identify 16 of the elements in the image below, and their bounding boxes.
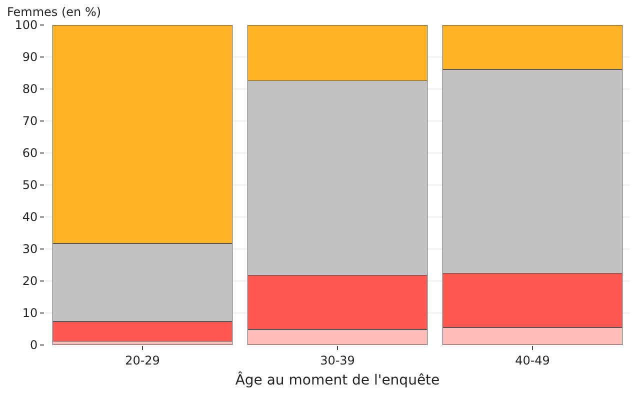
x-axis-title: Âge au moment de l'enquête [235,372,440,389]
y-tick-label: 80 [22,82,38,96]
y-tick-label: 40 [22,210,38,224]
y-tick-label: 20 [22,274,38,288]
y-axis-title: Femmes (en %) [7,5,102,19]
x-tick-label: 40-49 [515,353,550,368]
y-tick-label: 50 [22,178,38,192]
x-tick-label: 30-39 [320,353,355,368]
x-tick-label: 20-29 [125,353,160,368]
y-tick-label: 0 [30,338,38,352]
y-tick-label: 70 [22,114,38,128]
y-tick-label: 30 [22,242,38,256]
y-tick-label: 10 [22,306,38,320]
y-tick-label: 100 [14,18,38,32]
y-tick-label: 60 [22,146,38,160]
y-tick-label: 90 [22,50,38,64]
